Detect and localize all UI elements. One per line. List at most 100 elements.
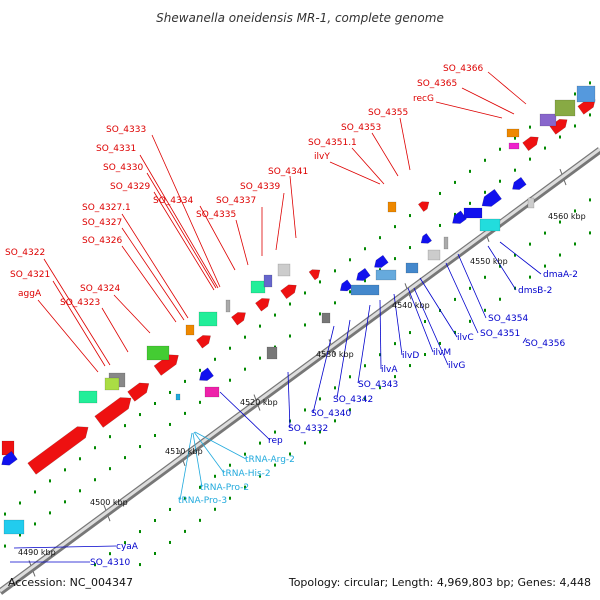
gene-box[interactable] [539, 113, 557, 127]
gene-label-ilvY[interactable]: ilvY [314, 152, 330, 162]
gene-label-SO_4321[interactable]: SO_4321 [10, 270, 50, 280]
leader-line [192, 432, 203, 488]
gene-box[interactable] [321, 312, 331, 324]
gene-box[interactable] [387, 201, 397, 213]
gene-box[interactable] [405, 262, 419, 274]
kbp-label-4540: 4540 kbp [392, 301, 430, 310]
gene-arrow-reverse[interactable] [1, 450, 18, 466]
gene-label-SO_4351.1[interactable]: SO_4351.1 [308, 138, 357, 148]
gene-label-ilvG[interactable]: ilvG [448, 361, 465, 371]
gene-label-SO_4339[interactable]: SO_4339 [240, 182, 280, 192]
gene-arrow-forward[interactable] [417, 201, 430, 212]
gene-label-ilvC[interactable]: ilvC [457, 333, 474, 343]
gene-label-tRNA-Arg-2[interactable]: tRNA-Arg-2 [245, 455, 295, 465]
gene-label-dmsB-2[interactable]: dmsB-2 [518, 286, 552, 296]
gene-box[interactable] [479, 218, 501, 232]
gene-label-SO_4354[interactable]: SO_4354 [488, 314, 528, 324]
gene-arrow-forward[interactable] [522, 136, 539, 152]
gene-label-SO_4332[interactable]: SO_4332 [288, 424, 328, 434]
gene-arrow-forward[interactable] [280, 284, 297, 300]
gene-arrow-reverse[interactable] [199, 367, 214, 381]
track-dot [574, 92, 576, 96]
gene-label-ilvA[interactable]: ilvA [381, 365, 398, 375]
gene-box[interactable] [508, 142, 520, 150]
gene-label-tRNA-Pro-2[interactable]: tRNA-Pro-2 [200, 483, 249, 493]
track-dot [439, 223, 441, 227]
gene-label-SO_4356[interactable]: SO_4356 [525, 339, 565, 349]
gene-box[interactable] [375, 269, 397, 281]
gene-box[interactable] [104, 377, 120, 391]
gene-label-ilvD[interactable]: ilvD [402, 351, 419, 361]
leader-line [121, 227, 185, 321]
track-dot [409, 246, 411, 250]
gene-label-SO_4330[interactable]: SO_4330 [103, 163, 143, 173]
gene-label-SO_4323[interactable]: SO_4323 [60, 298, 100, 308]
gene-box[interactable] [225, 299, 231, 313]
gene-arrow-forward[interactable] [549, 118, 568, 135]
gene-box[interactable] [527, 197, 535, 209]
gene-label-tRNA-His-2[interactable]: tRNA-His-2 [222, 469, 271, 479]
gene-label-SO_4341[interactable]: SO_4341 [268, 167, 308, 177]
gene-label-SO_4340[interactable]: SO_4340 [311, 409, 351, 419]
gene-arrow-forward[interactable] [94, 397, 132, 428]
gene-box[interactable] [263, 274, 273, 288]
gene-box[interactable] [427, 249, 441, 261]
gene-arrow-reverse[interactable] [512, 176, 527, 190]
gene-arrow-forward[interactable] [196, 335, 211, 349]
gene-box[interactable] [3, 519, 25, 535]
gene-label-SO_4337[interactable]: SO_4337 [216, 196, 256, 206]
gene-arrow-forward[interactable] [231, 312, 246, 326]
gene-label-ilvM[interactable]: ilvM [433, 348, 451, 358]
gene-box[interactable] [350, 284, 380, 296]
gene-label-dmaA-2[interactable]: dmaA-2 [543, 270, 578, 280]
gene-label-SO_4327.1[interactable]: SO_4327.1 [82, 203, 131, 213]
track-dot [319, 280, 321, 284]
gene-label-SO_4329[interactable]: SO_4329 [110, 182, 150, 192]
gene-box[interactable] [146, 345, 170, 361]
gene-box[interactable] [185, 324, 195, 336]
track-dot [304, 408, 306, 412]
gene-label-SO_4333[interactable]: SO_4333 [106, 125, 146, 135]
gene-arrow-reverse[interactable] [481, 188, 502, 207]
gene-label-cyaA[interactable]: cyaA [116, 542, 139, 552]
gene-label-SO_4365[interactable]: SO_4365 [417, 79, 457, 89]
gene-label-recG[interactable]: recG [413, 94, 434, 104]
gene-box[interactable] [554, 99, 576, 117]
gene-arrow-reverse[interactable] [420, 233, 433, 244]
gene-box[interactable] [443, 236, 449, 250]
gene-box[interactable] [204, 386, 220, 398]
gene-arrow-reverse[interactable] [374, 254, 389, 268]
gene-arrow-forward[interactable] [127, 382, 150, 402]
gene-label-aggA[interactable]: aggA [18, 289, 42, 299]
gene-label-SO_4351[interactable]: SO_4351 [480, 329, 520, 339]
gene-label-SO_4324[interactable]: SO_4324 [80, 284, 120, 294]
gene-label-SO_4353[interactable]: SO_4353 [341, 123, 381, 133]
gene-box[interactable] [463, 207, 483, 219]
gene-label-SO_4334[interactable]: SO_4334 [153, 196, 193, 206]
gene-label-SO_4326[interactable]: SO_4326 [82, 236, 122, 246]
gene-box[interactable] [266, 346, 278, 360]
gene-box[interactable] [576, 85, 596, 103]
gene-label-SO_4366[interactable]: SO_4366 [443, 64, 483, 74]
gene-label-rep[interactable]: rep [268, 436, 283, 446]
gene-box-trna[interactable] [175, 393, 181, 401]
gene-label-SO_4327[interactable]: SO_4327 [82, 218, 122, 228]
gene-label-SO_4331[interactable]: SO_4331 [96, 144, 136, 154]
gene-label-SO_4335[interactable]: SO_4335 [196, 210, 236, 220]
gene-box[interactable] [250, 280, 266, 294]
gene-arrow-reverse[interactable] [356, 267, 371, 281]
gene-label-SO_4342[interactable]: SO_4342 [333, 395, 373, 405]
gene-box[interactable] [506, 128, 520, 138]
gene-box[interactable] [78, 390, 98, 404]
gene-arrow-forward[interactable] [27, 426, 89, 475]
gene-arrow-forward[interactable] [308, 269, 321, 281]
gene-label-SO_4322[interactable]: SO_4322 [5, 248, 45, 258]
gene-arrow-forward[interactable] [255, 298, 270, 312]
gene-label-SO_4343[interactable]: SO_4343 [358, 380, 398, 390]
gene-label-SO_4310[interactable]: SO_4310 [90, 558, 130, 568]
gene-box[interactable] [198, 311, 218, 327]
gene-label-tRNA-Pro-3[interactable]: tRNA-Pro-3 [178, 496, 227, 506]
gene-label-SO_4355[interactable]: SO_4355 [368, 108, 408, 118]
gene-arrow-reverse[interactable] [339, 279, 353, 292]
gene-box[interactable] [277, 263, 291, 277]
